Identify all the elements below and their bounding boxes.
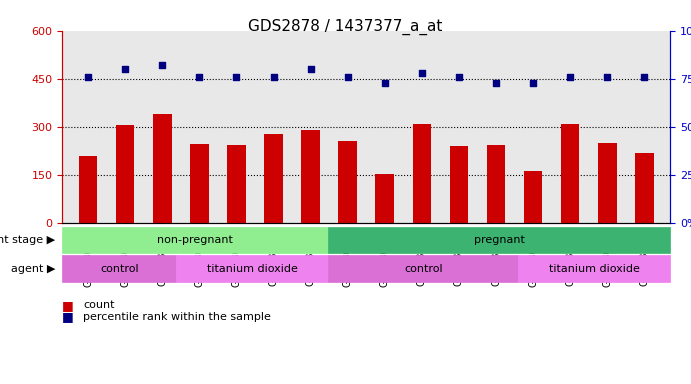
Bar bbox=[116, 125, 135, 223]
Point bbox=[342, 74, 353, 80]
Point bbox=[416, 70, 427, 76]
Point bbox=[83, 74, 94, 80]
Text: titanium dioxide: titanium dioxide bbox=[207, 264, 298, 274]
Text: ■: ■ bbox=[62, 310, 74, 323]
Text: control: control bbox=[100, 264, 138, 274]
Bar bbox=[190, 144, 209, 223]
Point bbox=[379, 79, 390, 86]
Bar bbox=[153, 114, 171, 223]
Bar bbox=[561, 124, 580, 223]
Bar bbox=[486, 145, 505, 223]
Text: agent ▶: agent ▶ bbox=[11, 264, 55, 274]
Bar bbox=[339, 141, 357, 223]
Bar bbox=[227, 145, 246, 223]
Point bbox=[194, 74, 205, 80]
Point bbox=[602, 74, 613, 80]
Text: ■: ■ bbox=[62, 299, 74, 312]
Bar bbox=[264, 134, 283, 223]
Bar bbox=[524, 171, 542, 223]
Text: pregnant: pregnant bbox=[474, 235, 524, 245]
Point bbox=[268, 74, 279, 80]
Bar bbox=[375, 174, 394, 223]
Text: percentile rank within the sample: percentile rank within the sample bbox=[83, 312, 271, 322]
Text: count: count bbox=[83, 300, 115, 310]
Bar bbox=[635, 153, 654, 223]
Point bbox=[491, 79, 502, 86]
Point bbox=[527, 79, 538, 86]
Point bbox=[157, 62, 168, 68]
Bar bbox=[450, 146, 468, 223]
Point bbox=[453, 74, 464, 80]
Bar bbox=[413, 124, 431, 223]
Bar bbox=[598, 143, 616, 223]
Point bbox=[638, 74, 650, 80]
Point bbox=[565, 74, 576, 80]
Point bbox=[231, 74, 242, 80]
Point bbox=[120, 66, 131, 72]
Bar bbox=[301, 130, 320, 223]
Text: development stage ▶: development stage ▶ bbox=[0, 235, 55, 245]
Text: non-pregnant: non-pregnant bbox=[158, 235, 233, 245]
Bar bbox=[79, 156, 97, 223]
Point bbox=[305, 66, 316, 72]
Text: titanium dioxide: titanium dioxide bbox=[549, 264, 640, 274]
Text: control: control bbox=[404, 264, 442, 274]
Text: GDS2878 / 1437377_a_at: GDS2878 / 1437377_a_at bbox=[248, 19, 443, 35]
